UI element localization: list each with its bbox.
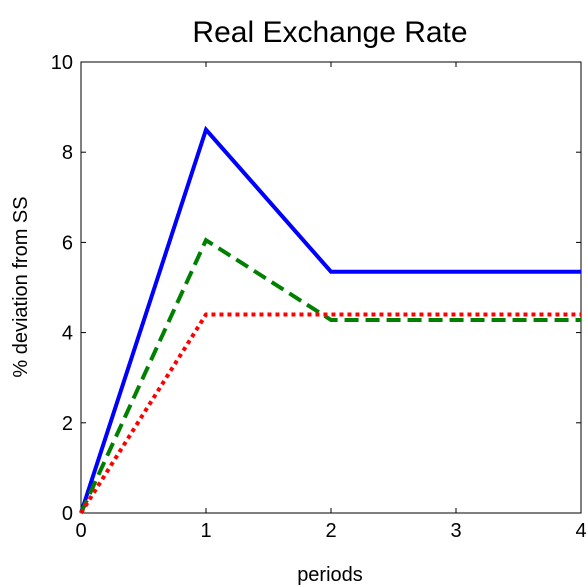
series-line-dashed bbox=[79, 237, 581, 514]
series-line-solid bbox=[79, 125, 581, 514]
y-axis-label: % deviation from SS bbox=[10, 196, 32, 377]
y-tick-label: 10 bbox=[51, 52, 73, 74]
x-tick-label: 2 bbox=[325, 520, 336, 542]
x-axis-label: periods bbox=[297, 564, 363, 586]
x-tick-label: 3 bbox=[450, 520, 461, 542]
y-tick-label: 6 bbox=[62, 232, 73, 254]
chart-title: Real Exchange Rate bbox=[192, 16, 467, 49]
y-tick-label: 2 bbox=[62, 413, 73, 435]
y-tick-label: 8 bbox=[62, 142, 73, 164]
series-line-dotted bbox=[79, 312, 581, 515]
y-tick-label: 0 bbox=[62, 503, 73, 525]
x-tick-label: 0 bbox=[75, 520, 86, 542]
x-tick-label: 1 bbox=[200, 520, 211, 542]
y-tick-label: 4 bbox=[62, 323, 73, 345]
x-tick-label: 4 bbox=[575, 520, 586, 542]
plot-area: 0 1 2 3 4 0 2 4 6 8 10 bbox=[51, 52, 587, 542]
